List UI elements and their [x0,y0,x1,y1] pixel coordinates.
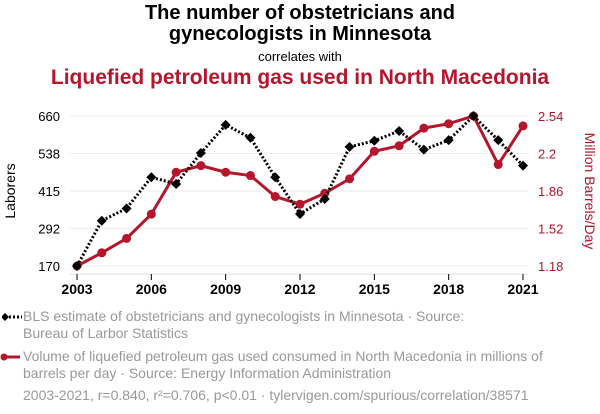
data-point-obgyn [195,148,206,159]
data-point-lpg [146,209,156,219]
data-point-lpg [171,167,181,177]
data-point-obgyn [96,215,107,226]
footer-stats: 2003-2021, r=0.840, r²=0.706, p<0.01 · t… [23,387,529,403]
right-axis-ticks: 1.18 1.52 1.86 2.2 2.54 [538,109,563,274]
data-point-lpg [369,146,379,156]
series-obgyn [72,111,528,271]
data-point-obgyn [72,261,82,271]
data-point-obgyn [468,111,479,121]
data-point-obgyn [493,135,504,146]
right-tick-label: 1.86 [538,184,563,199]
legend-dotted-diamond-icon [2,313,22,321]
chart-title: The number of obstetricians and gynecolo… [144,2,456,45]
data-point-lpg [394,141,404,151]
left-axis-ticks: 170 292 415 538 660 [38,109,60,274]
data-point-lpg [122,233,132,243]
x-tick-label: 2021 [507,281,538,297]
x-tick-label: 2006 [136,281,167,297]
series-lpg [72,111,528,271]
left-axis-label: Laborers [2,163,18,218]
left-tick-label: 660 [38,109,60,124]
data-point-lpg [493,160,503,170]
data-point-obgyn [295,208,305,219]
data-point-obgyn [394,126,405,136]
data-point-lpg [270,192,280,202]
data-point-obgyn [418,144,429,155]
data-point-obgyn [344,141,355,152]
legend-text-obgyn-line1: BLS estimate of obstetricians and gyneco… [23,308,465,324]
x-tick-label: 2012 [284,281,315,297]
data-point-obgyn [245,132,256,143]
chart-area: 170 292 415 538 660 1.18 1.52 1.86 2.2 2.54 2003… [2,109,598,297]
data-point-obgyn [518,160,528,171]
legend-text-lpg-line2: barrels per day · Source: Energy Informa… [23,365,392,381]
right-tick-label: 2.54 [538,109,563,124]
right-tick-label: 2.2 [538,147,556,162]
data-point-lpg [518,121,528,131]
legend-text-lpg-line1: Volume of liquefied petroleum gas used c… [23,348,543,364]
legend-text-obgyn-line2: Bureau of Larbor Statistics [23,325,188,341]
data-point-lpg [295,199,305,209]
data-point-lpg [97,248,107,258]
data-point-obgyn [319,193,330,204]
data-point-lpg [444,119,454,129]
data-point-lpg [419,123,429,133]
right-tick-label: 1.18 [538,259,563,274]
left-tick-label: 170 [38,259,60,274]
grid-lines [70,115,528,267]
right-axis-label: Million Barrels/Day [582,133,598,250]
data-point-lpg [245,171,255,181]
x-axis: 2003 2006 2009 2012 2015 2018 2021 [61,273,539,297]
data-point-obgyn [443,135,454,146]
left-tick-label: 292 [38,222,60,237]
left-tick-label: 415 [38,184,60,199]
x-tick-label: 2003 [61,281,92,297]
data-point-obgyn [270,172,281,183]
data-point-obgyn [220,119,231,130]
legend-line-circle-icon [0,353,20,361]
data-point-lpg [196,161,206,171]
chart-subtitle: Liquefied petroleum gas used in North Ma… [50,66,550,89]
data-point-lpg [221,167,231,177]
x-tick-label: 2015 [359,281,390,297]
x-tick-label: 2009 [210,281,241,297]
data-point-obgyn [171,178,182,189]
correlates-with-label: correlates with [258,49,342,64]
right-tick-label: 1.52 [538,222,563,237]
data-point-obgyn [146,172,157,183]
data-point-lpg [345,174,355,184]
data-point-obgyn [121,203,132,214]
data-point-obgyn [369,135,380,146]
left-tick-label: 538 [38,147,60,162]
x-tick-label: 2018 [433,281,464,297]
